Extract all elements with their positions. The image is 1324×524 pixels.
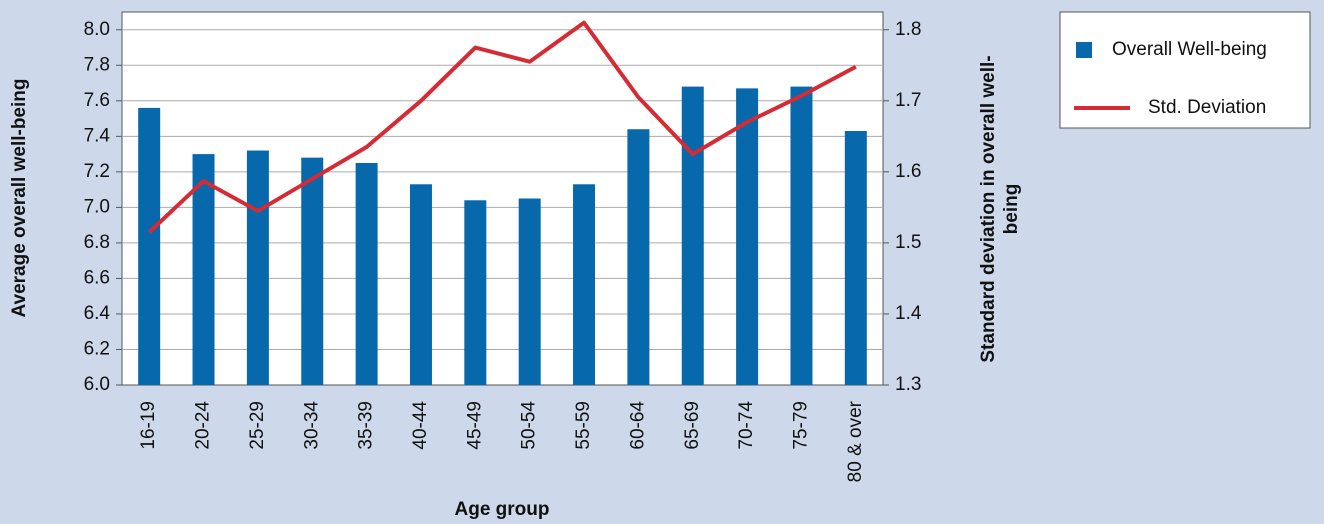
y2-tick-label: 1.7 — [895, 90, 921, 111]
bar — [573, 184, 596, 385]
bar — [301, 157, 324, 385]
y2-tick-label: 1.5 — [895, 232, 921, 253]
x-tick-label: 45-49 — [464, 401, 485, 450]
bar — [518, 198, 541, 385]
y2-tick-label: 1.8 — [895, 19, 921, 40]
y-tick-label: 8.0 — [84, 19, 110, 40]
x-tick-label: 40-44 — [410, 401, 431, 450]
x-tick-label: 30-34 — [301, 401, 322, 450]
x-axis-title: Age group — [455, 499, 550, 520]
x-tick-label: 35-39 — [356, 401, 377, 450]
y-tick-label: 6.6 — [84, 267, 110, 288]
bar — [627, 129, 650, 385]
y2-axis-title: Standard deviation in overall well-being — [978, 55, 1022, 363]
legend-label: Overall Well-being — [1112, 39, 1267, 60]
x-tick-label: 16-19 — [138, 401, 159, 450]
y-axis-title: Average overall well-being — [9, 79, 30, 318]
y-tick-label: 7.8 — [84, 54, 110, 75]
x-tick-label: 75-79 — [790, 401, 811, 450]
bar — [681, 86, 704, 385]
y-tick-label: 6.0 — [84, 374, 110, 395]
bar — [355, 162, 378, 385]
bar — [736, 88, 759, 385]
bar — [844, 131, 867, 385]
y-tick-label: 7.6 — [84, 90, 110, 111]
bar — [138, 107, 161, 386]
line — [147, 20, 857, 234]
y2-tick-label: 1.3 — [895, 374, 921, 395]
x-tick-label: 55-59 — [573, 401, 594, 450]
bar — [192, 154, 215, 385]
y-tick-label: 6.2 — [84, 338, 110, 359]
x-tick-label: 65-69 — [682, 401, 703, 450]
bar — [464, 200, 487, 385]
legend-label: Std. Deviation — [1148, 97, 1266, 118]
y-tick-label: 7.2 — [84, 161, 110, 182]
bar — [790, 86, 813, 385]
x-tick-label: 20-24 — [193, 401, 214, 450]
y2-tick-label: 1.6 — [895, 161, 921, 182]
y-tick-label: 7.4 — [84, 125, 111, 146]
x-tick-label: 50-54 — [519, 401, 540, 450]
y2-tick-label: 1.4 — [895, 303, 922, 324]
x-tick-label: 70-74 — [736, 401, 757, 450]
y-tick-label: 6.4 — [84, 303, 111, 324]
y-tick-label: 7.0 — [84, 196, 110, 217]
bar — [409, 184, 432, 385]
legend-swatch — [1076, 42, 1092, 58]
x-tick-label: 60-64 — [627, 401, 648, 450]
bar — [246, 150, 269, 385]
x-tick-label: 80 & over — [845, 400, 866, 482]
y-tick-label: 6.8 — [84, 232, 110, 253]
x-tick-label: 25-29 — [247, 401, 268, 450]
